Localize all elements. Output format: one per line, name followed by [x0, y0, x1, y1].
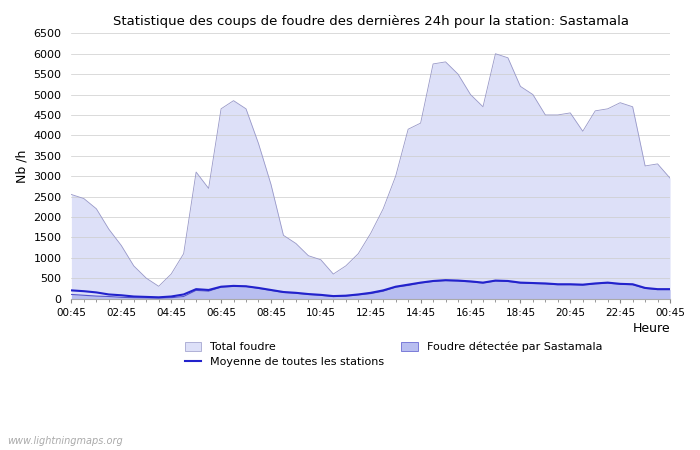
- Y-axis label: Nb /h: Nb /h: [15, 149, 28, 183]
- Text: www.lightningmaps.org: www.lightningmaps.org: [7, 436, 122, 446]
- Title: Statistique des coups de foudre des dernières 24h pour la station: Sastamala: Statistique des coups de foudre des dern…: [113, 15, 629, 28]
- Legend: Total foudre, Moyenne de toutes les stations, Foudre détectée par Sastamala: Total foudre, Moyenne de toutes les stat…: [185, 342, 602, 367]
- Text: Heure: Heure: [632, 322, 670, 335]
